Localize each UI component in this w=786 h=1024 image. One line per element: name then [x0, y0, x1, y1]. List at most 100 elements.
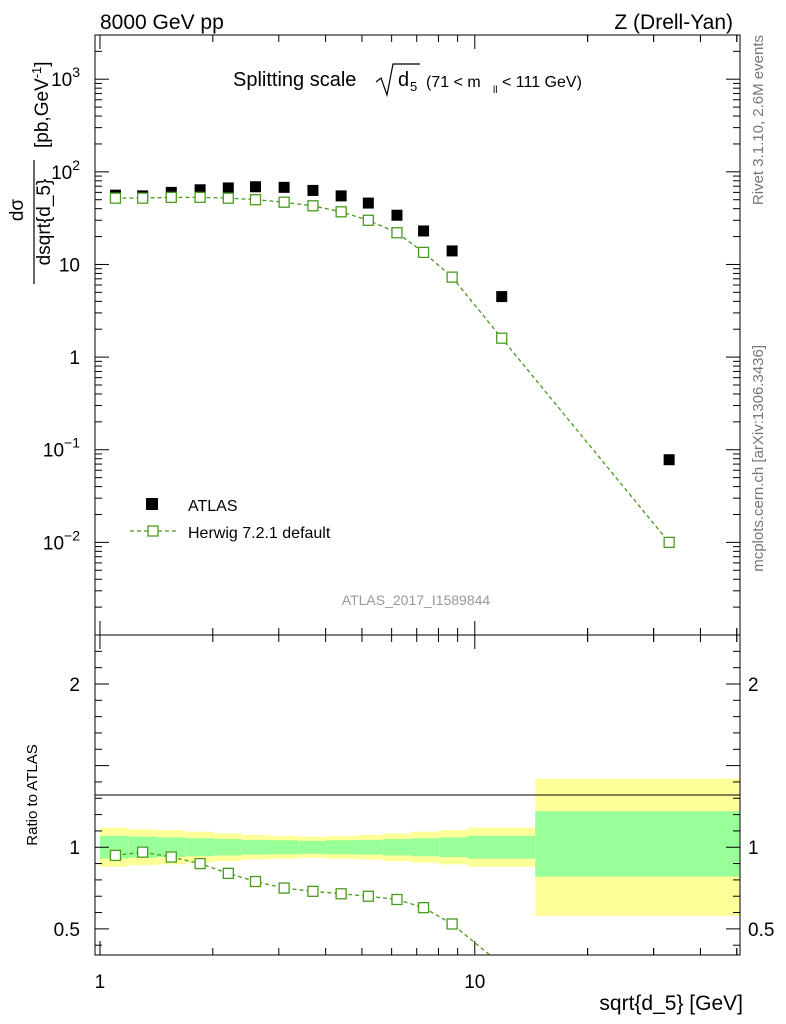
atlas-point	[194, 184, 206, 196]
band-stat-7	[298, 840, 327, 854]
mc-point	[663, 536, 675, 549]
header-right: Z (Drell-Yan)	[614, 11, 733, 34]
rivet-label: Rivet 3.1.10, 2.6M events	[750, 35, 767, 205]
ratio-tick-label-right: 2	[748, 675, 759, 696]
y-tick-label: 10−2	[43, 527, 80, 554]
header-left: 8000 GeV pp	[100, 11, 224, 34]
y-tick-base: 10	[51, 70, 72, 91]
title-var: d	[398, 69, 409, 91]
x-tick-label: 1	[95, 972, 106, 993]
band-stat-10	[382, 839, 412, 856]
band-stat-0	[99, 835, 129, 859]
mc-ratio-point	[446, 918, 458, 930]
main-frame	[94, 34, 741, 636]
mc-ratio-point	[362, 890, 374, 902]
mc-point	[109, 192, 122, 204]
analysis-tag: ATLAS_2017_I1589844	[342, 592, 491, 608]
band-stat-11	[411, 838, 440, 857]
band-stat-14	[535, 811, 740, 877]
mc-ratio-point	[194, 857, 206, 870]
mc-point	[307, 200, 319, 212]
y-tick-label: 103	[51, 64, 80, 91]
band-stat-8	[326, 840, 355, 855]
ratio-bands	[99, 778, 740, 916]
band-stat-5	[241, 839, 270, 855]
mc-line-ratio	[115, 851, 491, 955]
mc-ratio-point	[307, 885, 319, 897]
band-stat-2	[157, 837, 186, 858]
mc-point	[222, 192, 234, 204]
ratio-tick-label-right: 1	[748, 838, 759, 859]
ratio-series	[109, 846, 491, 955]
legend-mc-marker	[147, 525, 159, 537]
mc-ratio-point	[109, 849, 122, 862]
band-stat-12	[439, 837, 468, 858]
mc-ratio-point	[137, 846, 149, 858]
atlas-point	[663, 454, 675, 466]
ylabel-units: [pb,GeV-1]	[29, 61, 53, 148]
y-tick-label: 1	[69, 348, 80, 369]
y-tick-base: 1	[69, 348, 80, 369]
y-tick-base: 10	[59, 255, 80, 276]
legend: ATLAS Herwig 7.2.1 default	[130, 498, 331, 542]
mc-ratio-point	[165, 851, 177, 863]
atlas-point	[446, 245, 458, 257]
series-layer	[109, 181, 675, 955]
ylabel-units-text: [pb,GeV	[32, 78, 53, 148]
legend-data-label: ATLAS	[188, 498, 238, 515]
title-range-sub: ll	[493, 85, 497, 96]
atlas-point	[362, 197, 374, 209]
atlas-point	[335, 190, 347, 202]
mc-point	[165, 191, 177, 204]
atlas-point	[307, 184, 319, 196]
main-ylabel: dσ dsqrt{d_5} [pb,GeV-1]	[7, 61, 55, 284]
sqrt-symbol	[375, 63, 420, 98]
mc-point	[446, 271, 458, 283]
legend-data-marker	[146, 498, 158, 510]
ratio-tick-label-left: 1	[69, 838, 80, 859]
ratio-tick-label-left: 2	[69, 675, 80, 696]
mc-point	[137, 192, 149, 204]
y-tick-label: 102	[51, 157, 80, 184]
mc-ratio-point	[391, 893, 403, 906]
x-tick-label: 10	[464, 972, 485, 993]
ylabel-units-close: ]	[32, 61, 53, 66]
y-tick-label: 10−1	[43, 435, 80, 462]
mc-point	[249, 194, 262, 206]
band-stat-6	[269, 840, 299, 855]
ylabel-units-sup: -1	[29, 67, 44, 79]
x-axis-label: sqrt{d_5} [GeV]	[599, 992, 743, 1015]
mc-ratio-point	[335, 888, 347, 900]
atlas-point	[391, 209, 403, 221]
band-stat-4	[213, 839, 242, 856]
y-tick-base: 10	[43, 533, 64, 554]
band-stat-9	[354, 839, 383, 855]
mc-line-main	[115, 196, 670, 543]
mc-point	[362, 214, 374, 226]
y-tick-base: 10	[43, 441, 64, 462]
mc-ratio-point	[278, 882, 290, 894]
mc-point	[417, 246, 430, 259]
y-tick-exp: 3	[72, 64, 80, 80]
ylabel-denominator: dsqrt{d_5}	[34, 179, 55, 266]
legend-mc-label: Herwig 7.2.1 default	[188, 525, 331, 542]
y-tick-exp: 2	[72, 157, 80, 173]
ratio-tick-label-right: 0.5	[748, 920, 774, 941]
mc-point	[496, 332, 508, 344]
ratio-ylabel: Ratio to ATLAS	[24, 744, 41, 845]
atlas-point	[278, 181, 290, 193]
mc-ratio-point	[417, 902, 430, 914]
y-tick-exp: −2	[64, 527, 80, 543]
title-sub: 5	[410, 79, 417, 94]
mcplots-label: mcplots.cern.ch [arXiv:1306.3436]	[750, 345, 767, 572]
y-tick-exp: −1	[64, 435, 80, 451]
title-range-close: < 111 GeV)	[502, 74, 582, 91]
y-tick-label: 10	[59, 255, 80, 276]
atlas-point	[418, 225, 430, 237]
band-stat-13	[467, 835, 536, 859]
mc-point	[278, 196, 290, 208]
mc-point	[335, 206, 347, 218]
mc-point	[391, 227, 403, 239]
